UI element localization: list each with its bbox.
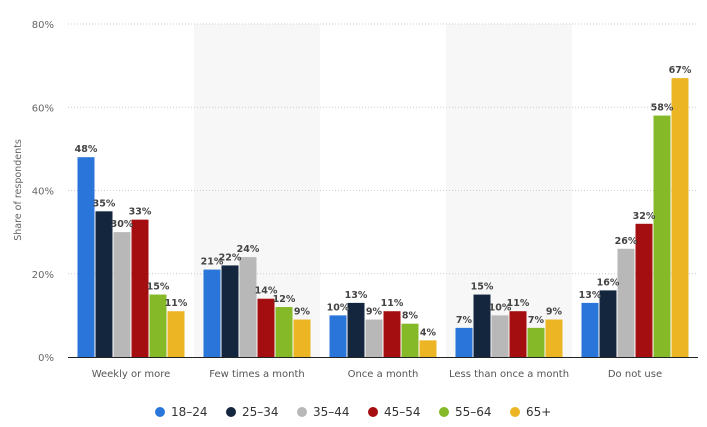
- data-label: 9%: [546, 307, 563, 318]
- legend-item-35-44[interactable]: 35–44: [297, 405, 350, 419]
- bar-18-24-4[interactable]: [581, 302, 599, 357]
- data-label: 7%: [528, 315, 545, 326]
- data-label: 58%: [651, 103, 674, 114]
- legend-label: 25–34: [242, 405, 279, 419]
- bar-25-34-4[interactable]: [599, 290, 617, 357]
- legend-label: 65+: [526, 405, 551, 419]
- legend-label: 55–64: [455, 405, 492, 419]
- bar-45-54-3[interactable]: [509, 311, 527, 357]
- legend-marker: [297, 407, 307, 417]
- y-tick-label: 80%: [32, 20, 54, 31]
- legend-item-65+[interactable]: 65+: [510, 405, 551, 419]
- data-label: 24%: [237, 244, 260, 255]
- bar-18-24-1[interactable]: [203, 269, 221, 357]
- bar-35-44-2[interactable]: [365, 319, 383, 357]
- bar-65+-2[interactable]: [419, 340, 437, 357]
- bar-55-64-3[interactable]: [527, 327, 545, 357]
- data-label: 67%: [669, 65, 692, 76]
- bar-35-44-0[interactable]: [113, 232, 131, 357]
- y-tick-label: 60%: [32, 103, 54, 114]
- data-label: 16%: [597, 277, 620, 288]
- bar-65+-1[interactable]: [293, 319, 311, 357]
- data-label: 13%: [345, 290, 368, 301]
- bar-35-44-1[interactable]: [239, 257, 257, 357]
- bar-55-64-1[interactable]: [275, 307, 293, 357]
- legend-marker: [226, 407, 236, 417]
- bar-25-34-1[interactable]: [221, 265, 239, 357]
- bar-65+-4[interactable]: [671, 78, 689, 358]
- bar-65+-0[interactable]: [167, 311, 185, 357]
- bar-35-44-4[interactable]: [617, 248, 635, 357]
- legend-label: 45–54: [384, 405, 421, 419]
- legend-label: 18–24: [171, 405, 208, 419]
- bar-25-34-3[interactable]: [473, 294, 491, 357]
- bar-35-44-3[interactable]: [491, 315, 509, 357]
- data-label: 14%: [255, 286, 278, 297]
- bar-55-64-0[interactable]: [149, 294, 167, 357]
- legend-marker: [439, 407, 449, 417]
- data-label: 11%: [507, 298, 530, 309]
- bar-45-54-2[interactable]: [383, 311, 401, 357]
- data-label: 4%: [420, 327, 437, 338]
- bar-18-24-2[interactable]: [329, 315, 347, 357]
- data-label: 15%: [471, 282, 494, 293]
- data-label: 12%: [273, 294, 296, 305]
- bar-55-64-4[interactable]: [653, 115, 671, 357]
- bar-45-54-1[interactable]: [257, 298, 275, 357]
- x-category-label: Few times a month: [209, 369, 304, 380]
- bar-25-34-2[interactable]: [347, 302, 365, 357]
- data-label: 32%: [633, 211, 656, 222]
- data-label: 22%: [219, 252, 242, 263]
- x-category-label: Once a month: [348, 369, 419, 380]
- data-label: 15%: [147, 282, 170, 293]
- bar-18-24-0[interactable]: [77, 157, 95, 357]
- data-label: 9%: [366, 307, 383, 318]
- data-label: 13%: [579, 290, 602, 301]
- data-label: 9%: [294, 307, 311, 318]
- data-label: 30%: [111, 219, 134, 230]
- legend-marker: [368, 407, 378, 417]
- bar-65+-3[interactable]: [545, 319, 563, 357]
- y-axis-label: Share of respondents: [13, 139, 24, 241]
- data-label: 10%: [489, 302, 512, 313]
- bar-25-34-0[interactable]: [95, 211, 113, 357]
- data-label: 33%: [129, 207, 152, 218]
- y-tick-label: 0%: [38, 353, 54, 364]
- data-label: 11%: [381, 298, 404, 309]
- legend-item-25-34[interactable]: 25–34: [226, 405, 279, 419]
- legend-item-55-64[interactable]: 55–64: [439, 405, 492, 419]
- x-category-label: Weekly or more: [92, 369, 171, 380]
- legend-marker: [510, 407, 520, 417]
- bar-45-54-0[interactable]: [131, 219, 149, 357]
- legend-item-45-54[interactable]: 45–54: [368, 405, 421, 419]
- data-label: 11%: [165, 298, 188, 309]
- data-label: 8%: [402, 311, 419, 322]
- y-tick-label: 20%: [32, 270, 54, 281]
- bar-18-24-3[interactable]: [455, 327, 473, 357]
- data-label: 21%: [201, 257, 224, 268]
- bar-45-54-4[interactable]: [635, 223, 653, 357]
- data-label: 10%: [327, 302, 350, 313]
- data-label: 7%: [456, 315, 473, 326]
- y-tick-label: 40%: [32, 187, 54, 198]
- bar-55-64-2[interactable]: [401, 323, 419, 357]
- x-category-label: Less than once a month: [449, 369, 569, 380]
- legend-item-18-24[interactable]: 18–24: [155, 405, 208, 419]
- data-label: 26%: [615, 236, 638, 247]
- legend-label: 35–44: [313, 405, 350, 419]
- x-category-label: Do not use: [608, 369, 662, 380]
- data-label: 48%: [75, 144, 98, 155]
- legend-marker: [155, 407, 165, 417]
- data-label: 35%: [93, 198, 116, 209]
